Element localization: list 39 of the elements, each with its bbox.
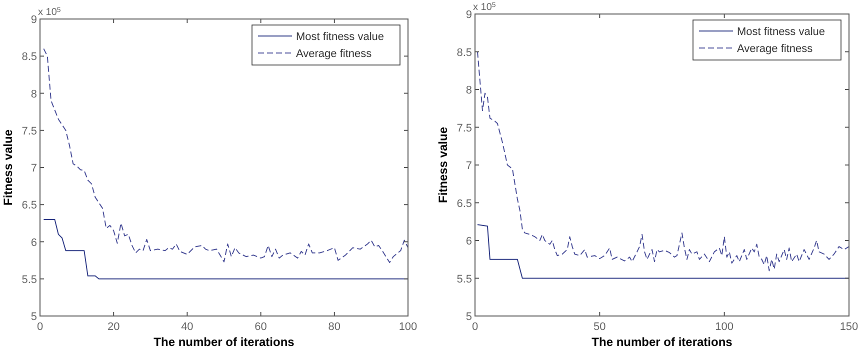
y-axis-title: Fitness value — [436, 126, 450, 204]
y-tick-label: 6 — [466, 236, 472, 248]
legend-label: Most fitness value — [737, 26, 826, 38]
y-tick-label: 8.5 — [456, 46, 472, 59]
x-tick-label: 0 — [36, 321, 44, 333]
x-tick-label: 100 — [715, 321, 734, 333]
y-tick-label: 7 — [30, 162, 37, 174]
y-axis-title: Fitness value — [1, 129, 15, 206]
y-tick-label: 9 — [466, 9, 472, 21]
x-axis-title: The number of iterations — [154, 335, 295, 349]
y-tick-label: 7.5 — [22, 125, 37, 138]
y-tick-label: 8 — [30, 88, 37, 100]
x-tick-label: 40 — [181, 321, 194, 333]
x-tick-label: 0 — [472, 321, 478, 333]
text: x 10$^{5}$ — [38, 6, 61, 18]
y-tick-label: 9 — [30, 14, 37, 26]
x-tick-label: 150 — [840, 321, 858, 333]
y-tick-label: 5 — [30, 311, 37, 323]
x-tick-label: 50 — [594, 321, 606, 333]
legend-label: Average fitness — [296, 48, 372, 60]
y-tick-label: 7 — [466, 160, 472, 172]
y-tick-label: 5.5 — [22, 274, 37, 286]
x-tick-label: 20 — [107, 321, 120, 333]
y-tick-label: 5 — [466, 311, 472, 323]
line-series — [43, 48, 408, 264]
y-tick-label: 6.5 — [22, 200, 37, 212]
x-tick-label: 100 — [398, 321, 418, 333]
y-tick-label: 8.5 — [22, 51, 37, 64]
x-tick-label: 60 — [254, 321, 267, 333]
text: x 10$^{5}$ — [473, 2, 496, 13]
y-tick-label: 6 — [30, 236, 37, 249]
legend-label: Most fitness value — [296, 31, 384, 43]
y-tick-label: 7.5 — [456, 122, 472, 134]
y-tick-label: 5.5 — [456, 273, 472, 286]
y-tick-label: 8 — [466, 84, 472, 96]
x-tick-label: 80 — [328, 321, 341, 333]
x-axis-title: The number of iterations — [592, 335, 733, 349]
legend-label: Average fitness — [737, 43, 814, 55]
y-tick-label: 6.5 — [456, 198, 472, 210]
